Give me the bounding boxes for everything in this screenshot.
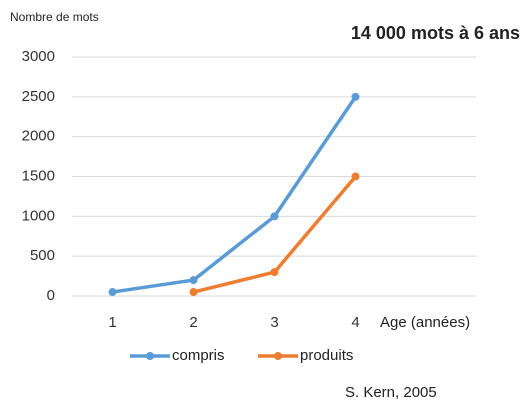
y-tick-label: 500	[30, 247, 55, 264]
data-point	[351, 92, 360, 101]
data-point	[351, 172, 360, 181]
y-tick-label: 3000	[22, 48, 55, 65]
legend-label: compris	[172, 347, 225, 364]
x-tick-label: 3	[270, 314, 278, 331]
x-axis-label: Age (années)	[380, 314, 470, 331]
data-point	[189, 276, 198, 285]
x-tick-label: 4	[351, 314, 359, 331]
y-tick-label: 1000	[22, 207, 55, 224]
x-tick-label: 1	[108, 314, 116, 331]
source: S. Kern, 2005	[345, 384, 437, 401]
y-tick-label: 1500	[22, 167, 55, 184]
y-tick-label: 2000	[22, 128, 55, 145]
chart-title: 14 000 mots à 6 ans	[351, 23, 520, 43]
y-axis-label: Nombre de mots	[10, 10, 99, 24]
y-tick-label: 0	[47, 287, 55, 304]
data-point	[270, 212, 279, 221]
x-tick-label: 2	[189, 314, 197, 331]
y-tick-label: 2500	[22, 88, 55, 105]
legend-label: produits	[300, 347, 353, 364]
series-line	[112, 95, 357, 294]
data-point	[108, 288, 117, 297]
legend-marker	[274, 352, 282, 360]
legend-marker	[146, 352, 154, 360]
data-point	[189, 288, 198, 297]
data-point	[270, 268, 279, 277]
